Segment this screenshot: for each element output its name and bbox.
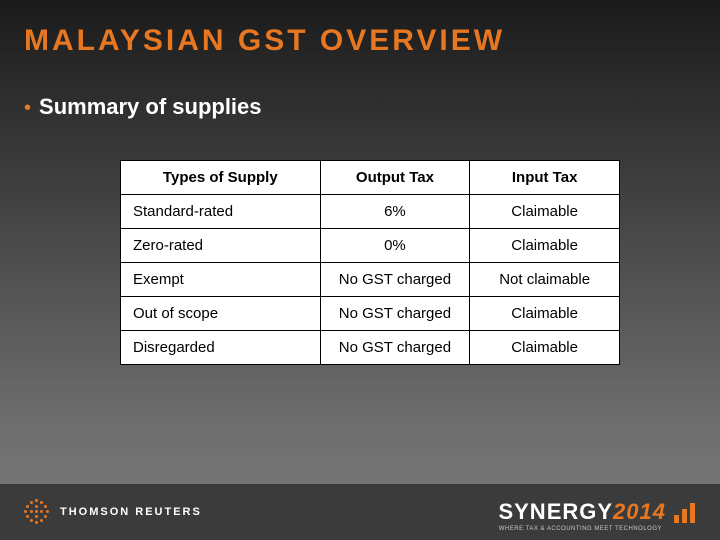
bullet-icon: • [24,98,31,118]
supplies-table: Types of Supply Output Tax Input Tax Sta… [120,160,620,365]
table-row: Standard-rated 6% Claimable [121,195,620,229]
table-row: Exempt No GST charged Not claimable [121,263,620,297]
supplies-table-wrap: Types of Supply Output Tax Input Tax Sta… [120,160,620,365]
cell-output: 6% [320,195,470,229]
bars-icon [674,501,696,523]
event-year: 2014 [613,499,666,524]
event-name: SYNERGY [498,499,613,524]
cell-input: Not claimable [470,263,620,297]
col-header-type: Types of Supply [121,161,321,195]
cell-output: 0% [320,229,470,263]
page-title: MALAYSIAN GST OVERVIEW [24,24,505,58]
table-header-row: Types of Supply Output Tax Input Tax [121,161,620,195]
footer: THOMSON REUTERS SYNERGY2014 WHERE TAX & … [0,484,720,540]
cell-output: No GST charged [320,263,470,297]
cell-output: No GST charged [320,331,470,365]
brand-right: SYNERGY2014 WHERE TAX & ACCOUNTING MEET … [498,499,696,525]
brand-left: THOMSON REUTERS [24,499,202,525]
subtitle: Summary of supplies [39,94,262,120]
event-tagline: WHERE TAX & ACCOUNTING MEET TECHNOLOGY [499,526,662,532]
col-header-output: Output Tax [320,161,470,195]
cell-type: Exempt [121,263,321,297]
cell-type: Out of scope [121,297,321,331]
cell-type: Disregarded [121,331,321,365]
cell-output: No GST charged [320,297,470,331]
cell-input: Claimable [470,229,620,263]
table-row: Disregarded No GST charged Claimable [121,331,620,365]
brand-text: THOMSON REUTERS [60,506,202,518]
table-row: Zero-rated 0% Claimable [121,229,620,263]
cell-input: Claimable [470,331,620,365]
cell-input: Claimable [470,195,620,229]
slide: MALAYSIAN GST OVERVIEW • Summary of supp… [0,0,720,540]
table-row: Out of scope No GST charged Claimable [121,297,620,331]
cell-type: Zero-rated [121,229,321,263]
cell-type: Standard-rated [121,195,321,229]
cell-input: Claimable [470,297,620,331]
subtitle-row: • Summary of supplies [24,94,262,120]
col-header-input: Input Tax [470,161,620,195]
event-logo: SYNERGY2014 [498,499,666,525]
thomson-reuters-icon [24,499,50,525]
